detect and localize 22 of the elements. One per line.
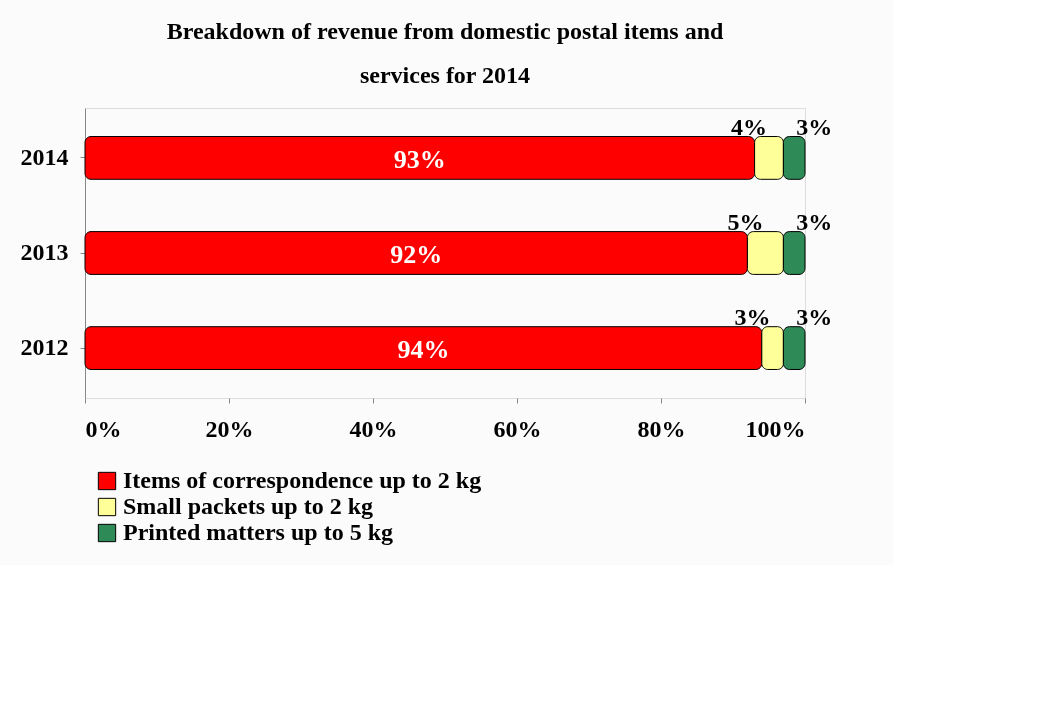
data-label: 3% — [796, 304, 833, 331]
x-tick-label: 60% — [493, 415, 542, 442]
legend-label: Items of correspondence up to 2 kg — [123, 467, 482, 493]
data-label: 5% — [727, 209, 764, 235]
x-tick-label: 40% — [349, 415, 398, 442]
x-tick-label: 100% — [745, 415, 806, 442]
data-label: 93% — [393, 144, 446, 174]
data-label: 4% — [731, 113, 767, 140]
data-label: 3% — [796, 209, 833, 235]
legend-label: Printed matters up to 5 kg — [123, 519, 393, 545]
y-tick-label: 2014 — [20, 143, 69, 170]
x-tick-label: 0% — [85, 415, 122, 442]
data-label: 3% — [796, 113, 833, 140]
data-label: 94% — [397, 335, 450, 365]
y-tick-label: 2012 — [20, 334, 69, 361]
y-tick-label: 2013 — [20, 239, 69, 265]
x-tick-label: 20% — [205, 415, 254, 442]
data-label: 92% — [390, 240, 443, 269]
x-tick-label: 80% — [637, 415, 686, 442]
chart-title: Breakdown of revenue from domestic postal items and services for 2014 — [166, 18, 724, 88]
data-label: 3% — [734, 304, 771, 331]
legend-label: Small packets up to 2 kg — [123, 493, 374, 519]
